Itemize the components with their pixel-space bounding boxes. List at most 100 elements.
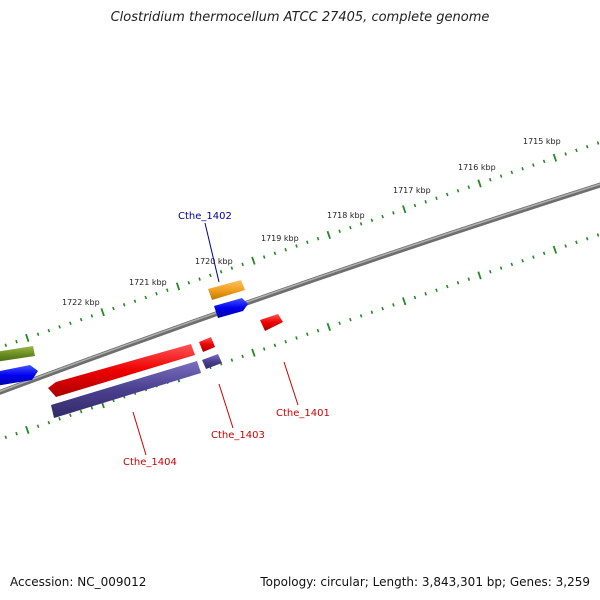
- scale-minor-tick: [284, 339, 287, 344]
- scale-minor-tick: [456, 281, 460, 285]
- scale-minor-tick: [564, 152, 567, 156]
- scale-minor-tick: [349, 225, 352, 230]
- scale-minor-tick: [585, 236, 589, 241]
- scale-minor-tick: [338, 229, 341, 234]
- scale-minor-tick: [295, 336, 298, 340]
- scale-major-tick: [402, 205, 407, 214]
- scale-minor-tick: [489, 178, 492, 182]
- leader-cthe-1401: [283, 361, 299, 406]
- scale-major-tick: [477, 271, 482, 280]
- scale-minor-tick: [349, 317, 352, 322]
- feature-cthe-1402-blue[interactable]: [214, 298, 248, 318]
- scale-minor-tick: [532, 163, 535, 167]
- scale-minor-tick: [306, 332, 309, 337]
- scale-minor-tick: [316, 328, 320, 333]
- scale-minor-tick: [510, 170, 514, 175]
- scale-minor-tick: [133, 299, 137, 303]
- scale-major-tick: [402, 297, 407, 306]
- label-cthe-1402[interactable]: Cthe_1402: [178, 211, 232, 222]
- scale-minor-tick: [596, 141, 600, 145]
- scale-major-tick: [100, 308, 105, 317]
- scale-major-tick: [251, 256, 256, 265]
- scale-minor-tick: [262, 347, 266, 351]
- scale-minor-tick: [370, 218, 374, 223]
- scale-minor-tick: [585, 144, 589, 149]
- feature-cthe-1402-orange[interactable]: [208, 280, 245, 300]
- scale-minor-tick: [284, 247, 287, 252]
- scale-minor-tick: [187, 281, 191, 285]
- scale-minor-tick: [306, 240, 309, 245]
- scale-tick-label: 1719 kbp: [261, 234, 299, 243]
- scale-minor-tick: [90, 406, 94, 410]
- scale-major-tick: [552, 153, 558, 162]
- scale-minor-tick: [359, 222, 363, 226]
- scale-major-tick: [477, 179, 482, 188]
- scale-minor-tick: [564, 244, 567, 248]
- scale-minor-tick: [413, 295, 417, 300]
- scale-minor-tick: [58, 417, 61, 421]
- scale-minor-tick: [445, 284, 449, 289]
- scale-major-tick: [251, 348, 256, 357]
- scale-major-tick: [25, 425, 30, 434]
- scale-minor-tick: [489, 270, 492, 274]
- scale-tick-label: 1716 kbp: [458, 163, 496, 172]
- scale-minor-tick: [381, 306, 384, 311]
- scale-minor-tick: [510, 262, 514, 267]
- scale-minor-tick: [69, 413, 72, 418]
- scale-minor-tick: [198, 277, 201, 281]
- label-cthe-1404[interactable]: Cthe_1404: [123, 457, 177, 468]
- scale-minor-tick: [166, 288, 169, 292]
- scale-minor-tick: [392, 211, 395, 215]
- feature-blue-left[interactable]: [0, 365, 38, 386]
- scale-major-tick: [326, 322, 331, 331]
- scale-minor-tick: [15, 339, 18, 344]
- scale-minor-tick: [4, 343, 8, 348]
- feature-cthe-1403-purple[interactable]: [202, 354, 222, 369]
- scale-minor-tick: [4, 435, 8, 440]
- scale-minor-tick: [241, 354, 244, 359]
- feature-cthe-1401[interactable]: [260, 314, 283, 331]
- scale-major-tick: [25, 333, 30, 342]
- scale-minor-tick: [359, 314, 363, 318]
- scale-minor-tick: [424, 200, 427, 204]
- scale-major-tick: [326, 230, 331, 239]
- scale-minor-tick: [295, 244, 298, 248]
- scale-minor-tick: [445, 192, 449, 197]
- scale-minor-tick: [90, 314, 94, 318]
- scale-minor-tick: [230, 358, 234, 362]
- label-cthe-1401[interactable]: Cthe_1401: [276, 408, 330, 419]
- scale-minor-tick: [316, 236, 320, 241]
- genome-summary-text: Topology: circular; Length: 3,843,301 bp…: [260, 575, 590, 589]
- scale-tick-label: 1722 kbp: [62, 298, 100, 307]
- scale-tick-label: 1718 kbp: [327, 211, 365, 220]
- scale-minor-tick: [273, 343, 277, 348]
- scale-minor-tick: [36, 332, 40, 337]
- genome-backbone-highlight: [0, 183, 600, 393]
- scale-minor-tick: [230, 266, 234, 270]
- scale-minor-tick: [467, 277, 471, 281]
- scale-minor-tick: [122, 303, 126, 307]
- feature-cthe-1404-red[interactable]: [48, 344, 195, 397]
- scale-minor-tick: [79, 317, 83, 322]
- feature-green-left[interactable]: [0, 346, 35, 362]
- scale-minor-tick: [338, 321, 341, 326]
- outer-scale-ruler: [4, 141, 600, 348]
- scale-minor-tick: [575, 240, 578, 245]
- scale-minor-tick: [542, 159, 546, 164]
- scale-minor-tick: [467, 185, 471, 189]
- feature-cthe-1403-red[interactable]: [199, 337, 215, 352]
- scale-minor-tick: [370, 310, 374, 315]
- scale-minor-tick: [209, 273, 212, 278]
- scale-minor-tick: [456, 189, 460, 193]
- scale-minor-tick: [69, 321, 72, 326]
- scale-minor-tick: [79, 409, 83, 414]
- scale-minor-tick: [112, 306, 115, 311]
- scale-minor-tick: [413, 203, 417, 208]
- feature-cthe-1404-purple[interactable]: [51, 361, 201, 418]
- scale-tick-label: 1717 kbp: [393, 186, 431, 195]
- scale-minor-tick: [219, 269, 223, 274]
- label-cthe-1403[interactable]: Cthe_1403: [211, 430, 265, 441]
- scale-minor-tick: [499, 266, 503, 270]
- scale-minor-tick: [532, 255, 535, 259]
